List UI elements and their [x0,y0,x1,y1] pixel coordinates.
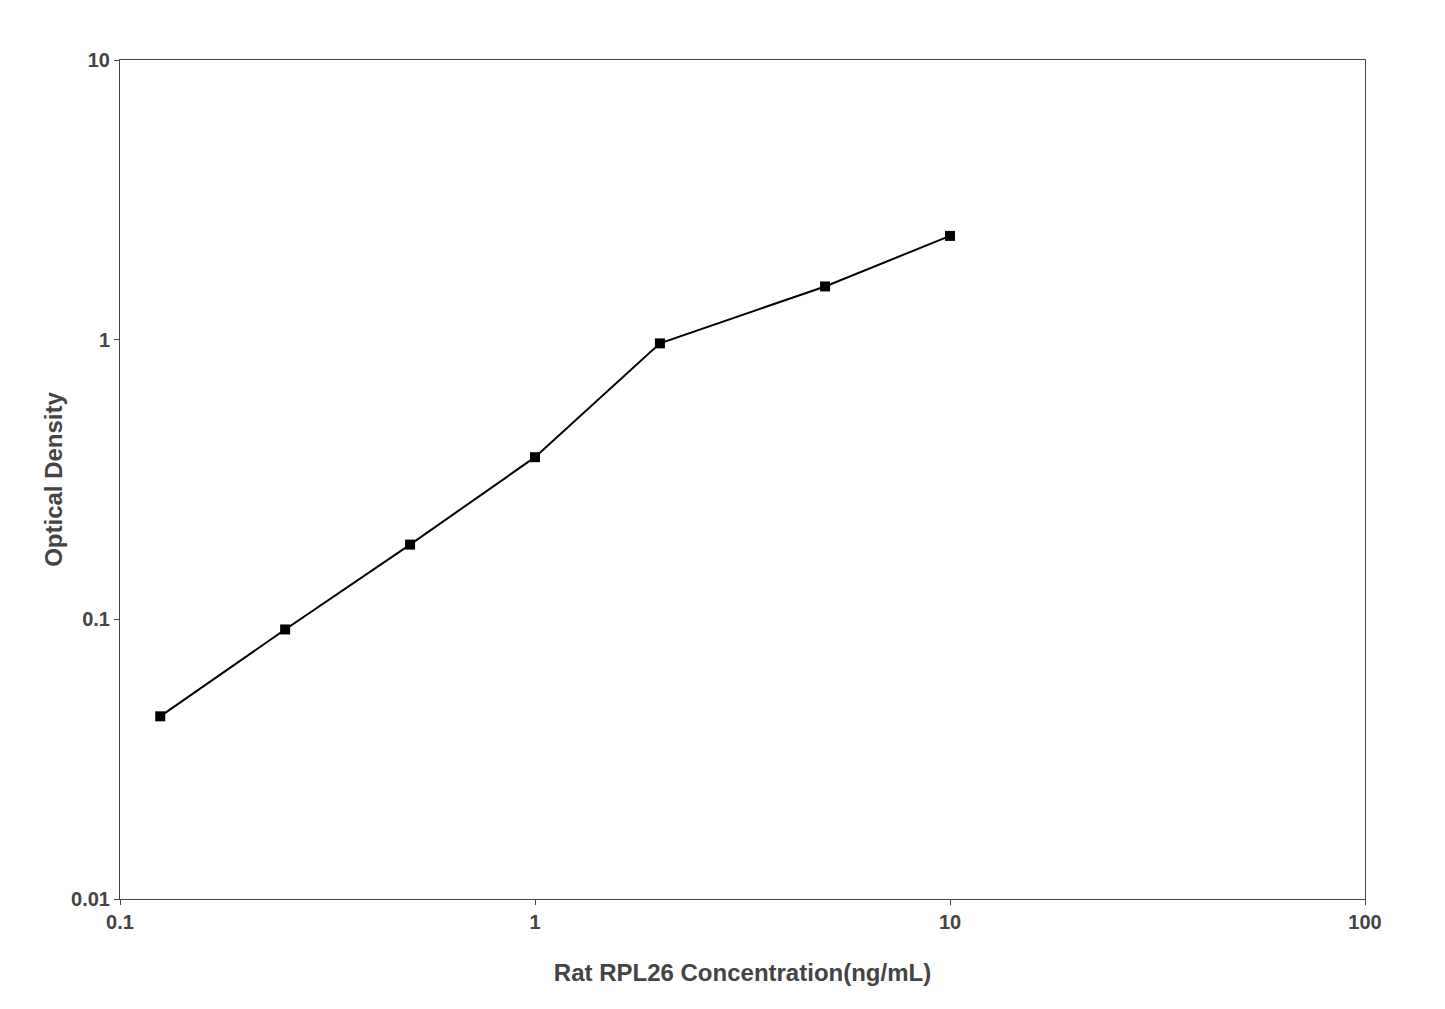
svg-text:10: 10 [88,49,110,71]
svg-text:Optical Density: Optical Density [40,391,67,566]
svg-text:0.01: 0.01 [71,888,110,910]
svg-text:0.1: 0.1 [106,911,134,933]
svg-text:1: 1 [99,329,110,351]
svg-text:0.1: 0.1 [82,608,110,630]
svg-text:100: 100 [1348,911,1381,933]
svg-text:10: 10 [939,911,961,933]
svg-text:Rat RPL26 Concentration(ng/mL): Rat RPL26 Concentration(ng/mL) [554,959,931,986]
svg-text:1: 1 [529,911,540,933]
